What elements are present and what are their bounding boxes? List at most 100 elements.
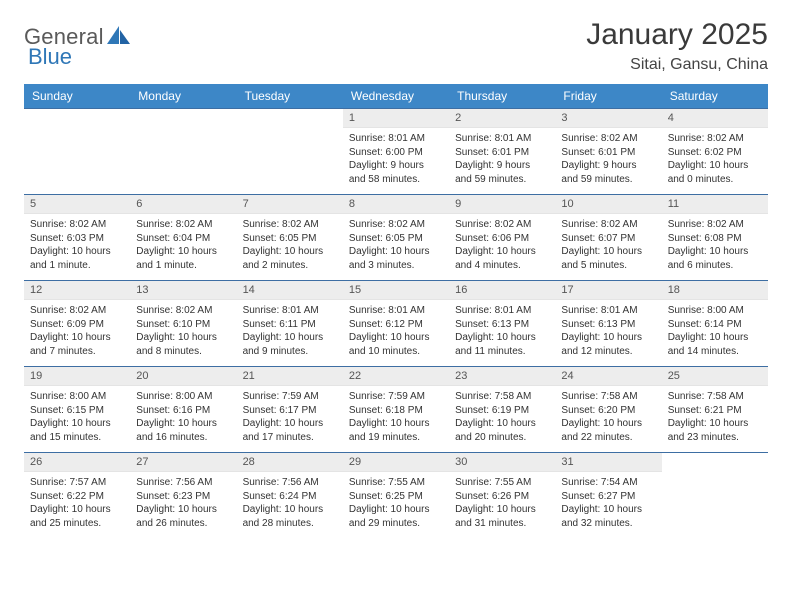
- day-details: Sunrise: 7:56 AMSunset: 6:23 PMDaylight:…: [130, 472, 236, 536]
- day-number: 23: [449, 367, 555, 386]
- sunrise-text: Sunrise: 8:02 AM: [243, 218, 337, 232]
- daylight-text-1: Daylight: 10 hours: [668, 331, 762, 345]
- day-details: Sunrise: 7:55 AMSunset: 6:26 PMDaylight:…: [449, 472, 555, 536]
- day-number: 25: [662, 367, 768, 386]
- calendar-day-cell: 5Sunrise: 8:02 AMSunset: 6:03 PMDaylight…: [24, 195, 130, 281]
- sunset-text: Sunset: 6:20 PM: [561, 404, 655, 418]
- calendar-day-cell: 25Sunrise: 7:58 AMSunset: 6:21 PMDayligh…: [662, 367, 768, 453]
- daylight-text-2: and 31 minutes.: [455, 517, 549, 531]
- sunrise-text: Sunrise: 8:01 AM: [243, 304, 337, 318]
- brand-text-blue: Blue: [28, 44, 72, 70]
- calendar-page: General January 2025 Sitai, Gansu, China…: [0, 0, 792, 612]
- calendar-day-cell: 31Sunrise: 7:54 AMSunset: 6:27 PMDayligh…: [555, 453, 661, 539]
- daylight-text-1: Daylight: 10 hours: [30, 503, 124, 517]
- calendar-day-cell: 15Sunrise: 8:01 AMSunset: 6:12 PMDayligh…: [343, 281, 449, 367]
- day-number: 17: [555, 281, 661, 300]
- day-number: 26: [24, 453, 130, 472]
- daylight-text-1: Daylight: 10 hours: [455, 503, 549, 517]
- calendar-header-row: Sunday Monday Tuesday Wednesday Thursday…: [24, 84, 768, 109]
- calendar-day-cell: [237, 109, 343, 195]
- calendar-day-cell: 29Sunrise: 7:55 AMSunset: 6:25 PMDayligh…: [343, 453, 449, 539]
- sunrise-text: Sunrise: 8:02 AM: [349, 218, 443, 232]
- sunrise-text: Sunrise: 7:59 AM: [349, 390, 443, 404]
- day-number: 28: [237, 453, 343, 472]
- daylight-text-1: Daylight: 10 hours: [30, 331, 124, 345]
- sunrise-text: Sunrise: 7:59 AM: [243, 390, 337, 404]
- daylight-text-1: Daylight: 10 hours: [136, 331, 230, 345]
- calendar-day-cell: 6Sunrise: 8:02 AMSunset: 6:04 PMDaylight…: [130, 195, 236, 281]
- sunset-text: Sunset: 6:12 PM: [349, 318, 443, 332]
- daylight-text-1: Daylight: 10 hours: [30, 417, 124, 431]
- sunset-text: Sunset: 6:06 PM: [455, 232, 549, 246]
- sunrise-text: Sunrise: 8:02 AM: [30, 218, 124, 232]
- day-details: Sunrise: 8:02 AMSunset: 6:03 PMDaylight:…: [24, 214, 130, 278]
- daylight-text-1: Daylight: 10 hours: [455, 331, 549, 345]
- sunset-text: Sunset: 6:26 PM: [455, 490, 549, 504]
- day-details: Sunrise: 8:00 AMSunset: 6:15 PMDaylight:…: [24, 386, 130, 450]
- sunset-text: Sunset: 6:05 PM: [243, 232, 337, 246]
- calendar-table: Sunday Monday Tuesday Wednesday Thursday…: [24, 84, 768, 539]
- sunset-text: Sunset: 6:01 PM: [455, 146, 549, 160]
- day-number: 14: [237, 281, 343, 300]
- daylight-text-1: Daylight: 10 hours: [455, 417, 549, 431]
- sunrise-text: Sunrise: 7:56 AM: [243, 476, 337, 490]
- sunrise-text: Sunrise: 8:02 AM: [668, 218, 762, 232]
- weekday-heading: Wednesday: [343, 84, 449, 109]
- sunset-text: Sunset: 6:00 PM: [349, 146, 443, 160]
- day-number: 21: [237, 367, 343, 386]
- day-number: 9: [449, 195, 555, 214]
- sunset-text: Sunset: 6:04 PM: [136, 232, 230, 246]
- sunset-text: Sunset: 6:19 PM: [455, 404, 549, 418]
- sunset-text: Sunset: 6:08 PM: [668, 232, 762, 246]
- weekday-heading: Saturday: [662, 84, 768, 109]
- daylight-text-1: Daylight: 9 hours: [455, 159, 549, 173]
- sunset-text: Sunset: 6:23 PM: [136, 490, 230, 504]
- day-details: Sunrise: 7:58 AMSunset: 6:19 PMDaylight:…: [449, 386, 555, 450]
- daylight-text-1: Daylight: 10 hours: [243, 245, 337, 259]
- calendar-day-cell: 7Sunrise: 8:02 AMSunset: 6:05 PMDaylight…: [237, 195, 343, 281]
- sunset-text: Sunset: 6:13 PM: [561, 318, 655, 332]
- sunset-text: Sunset: 6:24 PM: [243, 490, 337, 504]
- daylight-text-1: Daylight: 10 hours: [561, 331, 655, 345]
- sunrise-text: Sunrise: 7:57 AM: [30, 476, 124, 490]
- day-details: Sunrise: 8:02 AMSunset: 6:08 PMDaylight:…: [662, 214, 768, 278]
- day-details: Sunrise: 7:58 AMSunset: 6:20 PMDaylight:…: [555, 386, 661, 450]
- daylight-text-2: and 10 minutes.: [349, 345, 443, 359]
- daylight-text-2: and 15 minutes.: [30, 431, 124, 445]
- day-details: Sunrise: 8:02 AMSunset: 6:05 PMDaylight:…: [237, 214, 343, 278]
- day-number: 22: [343, 367, 449, 386]
- day-number: 29: [343, 453, 449, 472]
- calendar-week-row: 26Sunrise: 7:57 AMSunset: 6:22 PMDayligh…: [24, 453, 768, 539]
- daylight-text-1: Daylight: 10 hours: [349, 331, 443, 345]
- day-number: 7: [237, 195, 343, 214]
- sunrise-text: Sunrise: 8:01 AM: [349, 304, 443, 318]
- daylight-text-1: Daylight: 10 hours: [561, 417, 655, 431]
- day-details: Sunrise: 8:01 AMSunset: 6:01 PMDaylight:…: [449, 128, 555, 192]
- daylight-text-1: Daylight: 10 hours: [243, 417, 337, 431]
- daylight-text-1: Daylight: 10 hours: [136, 503, 230, 517]
- day-details: Sunrise: 8:02 AMSunset: 6:09 PMDaylight:…: [24, 300, 130, 364]
- sunset-text: Sunset: 6:16 PM: [136, 404, 230, 418]
- day-number: 16: [449, 281, 555, 300]
- sunrise-text: Sunrise: 8:00 AM: [136, 390, 230, 404]
- daylight-text-1: Daylight: 9 hours: [561, 159, 655, 173]
- daylight-text-1: Daylight: 10 hours: [349, 417, 443, 431]
- calendar-day-cell: [130, 109, 236, 195]
- daylight-text-2: and 5 minutes.: [561, 259, 655, 273]
- sunrise-text: Sunrise: 8:02 AM: [30, 304, 124, 318]
- daylight-text-1: Daylight: 10 hours: [349, 503, 443, 517]
- day-number: 2: [449, 109, 555, 128]
- calendar-day-cell: 30Sunrise: 7:55 AMSunset: 6:26 PMDayligh…: [449, 453, 555, 539]
- sunrise-text: Sunrise: 8:00 AM: [668, 304, 762, 318]
- day-number: 27: [130, 453, 236, 472]
- daylight-text-2: and 59 minutes.: [561, 173, 655, 187]
- calendar-day-cell: 21Sunrise: 7:59 AMSunset: 6:17 PMDayligh…: [237, 367, 343, 453]
- daylight-text-2: and 4 minutes.: [455, 259, 549, 273]
- sunrise-text: Sunrise: 8:01 AM: [349, 132, 443, 146]
- daylight-text-2: and 1 minute.: [30, 259, 124, 273]
- daylight-text-1: Daylight: 10 hours: [668, 159, 762, 173]
- calendar-day-cell: 14Sunrise: 8:01 AMSunset: 6:11 PMDayligh…: [237, 281, 343, 367]
- sunset-text: Sunset: 6:22 PM: [30, 490, 124, 504]
- daylight-text-2: and 7 minutes.: [30, 345, 124, 359]
- daylight-text-2: and 0 minutes.: [668, 173, 762, 187]
